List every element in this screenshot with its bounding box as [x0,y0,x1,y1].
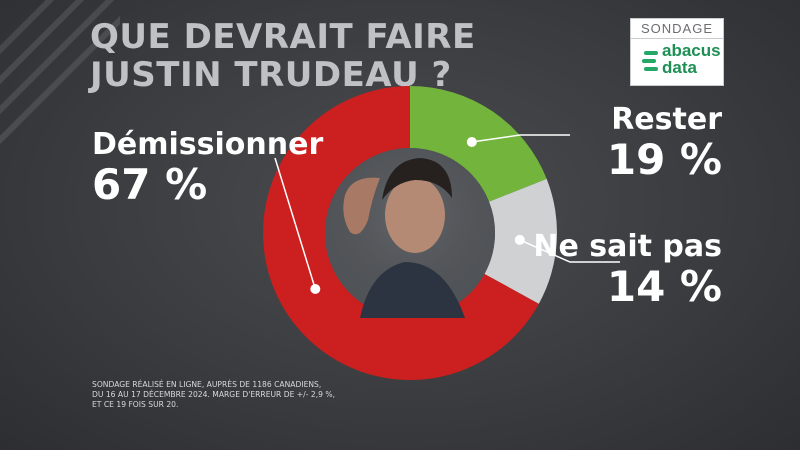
value-label: 67 % [92,160,208,209]
logo-mark-bar [644,51,658,55]
label-rester: Rester 19 % [607,103,722,183]
category-label: Ne sait pas [533,229,722,264]
person-hand [343,177,380,235]
abacus-data-logo: abacus data [631,39,723,85]
label-demissionner: Démissionner 67 % [92,128,323,208]
person-head [385,177,445,253]
logo-mark-bar [642,59,656,63]
pollster-badge: SONDAGE abacus data [630,18,724,86]
category-label: Démissionner [92,127,324,162]
leader-dot [466,137,477,148]
footnote-line: SONDAGE RÉALISÉ EN LIGNE, AUPRÈS DE 1186… [92,380,322,389]
category-label: Rester [611,102,722,137]
value-label: 19 % [606,135,722,184]
leader-dot [310,283,321,294]
footnote-line: DU 16 AU 17 DÉCEMBRE 2024. MARGE D'ERREU… [92,390,335,399]
label-ne-sait-pas: Ne sait pas 14 % [533,230,722,310]
methodology-note: SONDAGE RÉALISÉ EN LIGNE, AUPRÈS DE 1186… [92,380,342,410]
leader-line [519,239,620,263]
value-label: 14 % [606,262,722,311]
sondage-tag: SONDAGE [631,19,723,39]
center-photo [325,148,495,318]
logo-word-abacus: abacus [662,41,721,60]
leader-line [471,134,570,143]
chart-title-line-1: QUE DEVRAIT FAIRE [90,17,476,57]
logo-mark-bar [644,67,658,71]
decorative-stripes [0,0,120,145]
person-silhouette [360,262,465,318]
donut-slice-démissionner [262,86,539,380]
footnote-line: ET CE 19 FOIS SUR 20. [92,400,179,409]
logo-word-data: data [662,58,697,77]
person-hair [382,158,452,200]
donut-slice-rester [410,86,547,202]
leader-line [274,157,317,290]
leader-dot [514,234,525,245]
